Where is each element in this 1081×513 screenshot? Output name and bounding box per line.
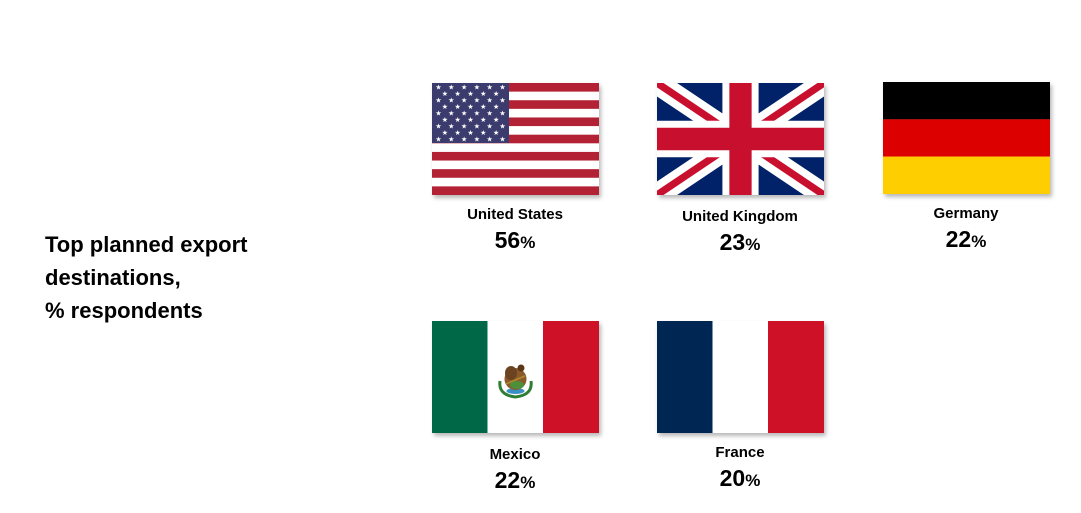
us-star: ★ bbox=[441, 116, 447, 124]
us-star: ★ bbox=[448, 84, 454, 92]
value-unit: % bbox=[745, 235, 761, 254]
france-flag-icon bbox=[656, 321, 824, 433]
value-number: 20 bbox=[719, 465, 746, 491]
germany-flag-graphic bbox=[882, 82, 1050, 194]
value-unit: % bbox=[520, 233, 536, 252]
us-star: ★ bbox=[460, 136, 466, 144]
us-star: ★ bbox=[454, 90, 460, 98]
germany-flag-icon bbox=[882, 82, 1050, 194]
us-star: ★ bbox=[454, 103, 460, 111]
us-star: ★ bbox=[499, 84, 505, 92]
country-card-us: ★ ★ ★ ★ ★ ★ ★ ★ ★ ★ ★ ★ ★ ★ ★ ★ ★ ★ ★ ★ ★ ★ ★ ★ ★ ★ ★ ★ ★ ★ ★ ★ ★ ★ ★ ★ ★ ★ ★ ★… bbox=[405, 83, 625, 258]
country-card-france: France 20% bbox=[630, 321, 850, 496]
us-stripe bbox=[431, 83, 599, 92]
us-star: ★ bbox=[441, 90, 447, 98]
us-star: ★ bbox=[499, 110, 505, 118]
us-star: ★ bbox=[480, 103, 486, 111]
country-name: United Kingdom bbox=[682, 208, 798, 225]
us-star: ★ bbox=[467, 116, 473, 124]
france-flag-graphic bbox=[656, 321, 824, 433]
title-line-2: destinations, bbox=[45, 265, 181, 290]
country-name: France bbox=[715, 444, 765, 461]
country-value: 22% bbox=[856, 224, 1076, 257]
us-star: ★ bbox=[467, 129, 473, 137]
us-star: ★ bbox=[499, 136, 505, 144]
country-value: 22% bbox=[405, 465, 625, 498]
us-star: ★ bbox=[499, 123, 505, 131]
us-stripe bbox=[431, 151, 599, 161]
country-value: 23% bbox=[630, 227, 850, 260]
us-stripe bbox=[431, 117, 599, 127]
country-value: 20% bbox=[630, 463, 850, 496]
value-number: 22 bbox=[494, 467, 521, 493]
chart-title: Top planned export destinations, % respo… bbox=[45, 228, 345, 327]
value-number: 22 bbox=[945, 226, 972, 252]
us-star: ★ bbox=[441, 129, 447, 137]
us-star: ★ bbox=[460, 123, 466, 131]
us-star: ★ bbox=[435, 123, 441, 131]
us-star: ★ bbox=[492, 103, 498, 111]
us-star: ★ bbox=[473, 136, 479, 144]
us-star: ★ bbox=[467, 103, 473, 111]
value-number: 56 bbox=[494, 227, 521, 253]
us-star: ★ bbox=[473, 84, 479, 92]
mexico-flag-icon bbox=[431, 321, 599, 433]
country-card-uk: United Kingdom 23% bbox=[630, 83, 850, 260]
value-unit: % bbox=[745, 471, 761, 490]
country-name: Mexico bbox=[489, 446, 541, 463]
us-star: ★ bbox=[486, 97, 492, 105]
us-flag-icon: ★ ★ ★ ★ ★ ★ ★ ★ ★ ★ ★ ★ ★ ★ ★ ★ ★ ★ ★ ★ ★ ★ ★ ★ ★ ★ ★ ★ ★ ★ ★ ★ ★ ★ ★ ★ ★ ★ ★ ★… bbox=[431, 83, 599, 195]
country-name: United States bbox=[467, 206, 563, 223]
us-stripe bbox=[431, 186, 599, 195]
coat-of-arms-icon bbox=[497, 364, 533, 399]
us-star: ★ bbox=[448, 123, 454, 131]
title-line-1: Top planned export bbox=[45, 232, 248, 257]
us-star: ★ bbox=[486, 136, 492, 144]
uk-flag-graphic bbox=[656, 83, 824, 195]
us-star: ★ bbox=[486, 123, 492, 131]
us-star: ★ bbox=[448, 97, 454, 105]
us-star: ★ bbox=[480, 90, 486, 98]
country-card-mexico: Mexico 22% bbox=[405, 321, 625, 498]
us-star: ★ bbox=[448, 136, 454, 144]
us-star: ★ bbox=[448, 110, 454, 118]
us-star: ★ bbox=[492, 129, 498, 137]
us-star: ★ bbox=[473, 123, 479, 131]
us-star: ★ bbox=[480, 129, 486, 137]
us-star: ★ bbox=[473, 110, 479, 118]
us-star: ★ bbox=[460, 84, 466, 92]
us-stripe bbox=[431, 169, 599, 178]
country-name: Germany bbox=[933, 205, 999, 222]
country-card-germany: Germany 22% bbox=[856, 82, 1076, 257]
us-star: ★ bbox=[454, 116, 460, 124]
us-star: ★ bbox=[441, 103, 447, 111]
value-unit: % bbox=[520, 473, 536, 492]
us-star: ★ bbox=[480, 116, 486, 124]
us-star: ★ bbox=[435, 97, 441, 105]
us-star: ★ bbox=[454, 129, 460, 137]
us-star: ★ bbox=[499, 97, 505, 105]
us-flag-graphic: ★ ★ ★ ★ ★ ★★ ★ ★ ★ ★★ ★ ★ ★ ★ ★★ ★ ★ ★ ★★ ★ ★ ★ ★ ★★ ★ ★ ★ ★★ ★ ★ ★ ★ ★★… bbox=[431, 83, 599, 195]
us-stripe bbox=[431, 100, 599, 109]
us-star: ★ bbox=[467, 90, 473, 98]
us-star: ★ bbox=[435, 136, 441, 144]
us-star: ★ bbox=[435, 84, 441, 92]
us-star: ★ bbox=[492, 90, 498, 98]
us-star: ★ bbox=[486, 84, 492, 92]
title-line-3: % respondents bbox=[45, 298, 203, 323]
us-star: ★ bbox=[492, 116, 498, 124]
country-value: 56% bbox=[405, 225, 625, 258]
mexico-flag-graphic bbox=[431, 321, 599, 433]
uk-flag-icon bbox=[656, 83, 824, 195]
us-stripe bbox=[431, 134, 599, 144]
us-star: ★ bbox=[435, 110, 441, 118]
us-star: ★ bbox=[473, 97, 479, 105]
us-star: ★ bbox=[486, 110, 492, 118]
value-number: 23 bbox=[719, 229, 746, 255]
us-star: ★ bbox=[460, 97, 466, 105]
us-star: ★ bbox=[460, 110, 466, 118]
value-unit: % bbox=[971, 232, 987, 251]
